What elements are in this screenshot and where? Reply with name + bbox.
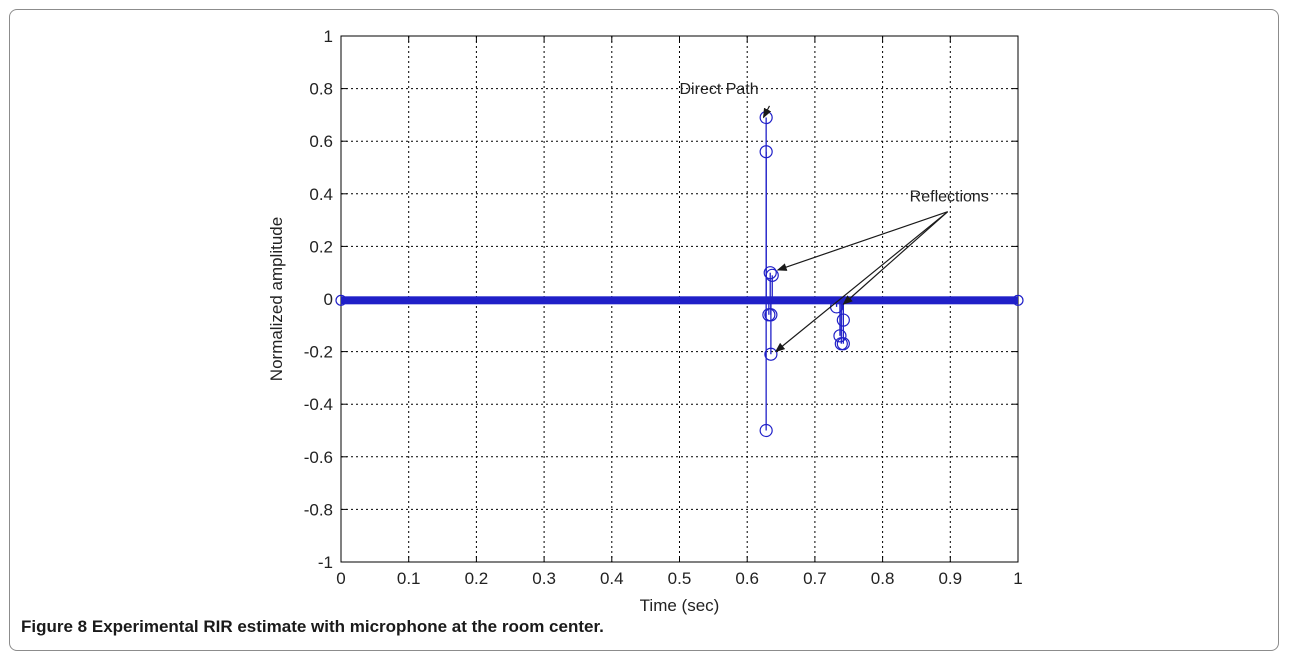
y-tick-label: -0.8 bbox=[304, 500, 333, 519]
figure-caption-label: Figure 8 bbox=[21, 617, 88, 636]
x-tick-label: 0.1 bbox=[397, 569, 421, 588]
x-axis-label: Time (sec) bbox=[640, 596, 720, 615]
y-tick-label: -0.6 bbox=[304, 448, 333, 467]
y-tick-label: -0.4 bbox=[304, 395, 333, 414]
annotation-arrow bbox=[842, 211, 949, 305]
y-tick-label: 0.4 bbox=[309, 185, 333, 204]
y-tick-label: 0 bbox=[324, 290, 333, 309]
y-tick-label: 0.2 bbox=[309, 237, 333, 256]
stem-marker bbox=[764, 347, 778, 361]
annotation-arrow bbox=[762, 105, 772, 119]
x-tick-label: 0.4 bbox=[600, 569, 624, 588]
x-tick-label: 0.2 bbox=[465, 569, 489, 588]
stem-marker bbox=[765, 268, 779, 282]
y-tick-label: 0.6 bbox=[309, 132, 333, 151]
stem-marker bbox=[836, 337, 850, 351]
x-tick-label: 0.9 bbox=[938, 569, 962, 588]
axis-ticks: 0 0.1 0.2 0.3 0.4 0.5 0.6 0.7 0.8 0.9 1 -1 -0.8 -0.6 -… bbox=[304, 27, 1023, 588]
y-tick-label: -1 bbox=[318, 553, 333, 572]
stem-marker bbox=[836, 313, 850, 327]
annotation-arrow bbox=[774, 211, 949, 353]
figure-caption-text: Experimental RIR estimate with microphon… bbox=[91, 617, 604, 636]
figure-frame bbox=[9, 9, 1279, 651]
baseline-marker bbox=[1012, 294, 1024, 306]
x-tick-label: 0.3 bbox=[532, 569, 556, 588]
direct-path-annotation: Direct Path bbox=[680, 81, 759, 98]
figure-caption: Figure 8 Experimental RIR estimate with … bbox=[21, 617, 604, 637]
y-tick-label: 1 bbox=[324, 27, 333, 46]
x-tick-label: 0.7 bbox=[803, 569, 827, 588]
stem-marker bbox=[833, 329, 847, 343]
y-axis-label: Normalized amplitude bbox=[267, 217, 286, 381]
x-tick-label: 1 bbox=[1013, 569, 1022, 588]
y-tick-label: 0.8 bbox=[309, 80, 333, 99]
stem-marker bbox=[759, 423, 773, 438]
annotations: Direct Path Reflections bbox=[680, 81, 989, 353]
stems bbox=[759, 110, 850, 438]
y-tick-label: -0.2 bbox=[304, 343, 333, 362]
x-tick-label: 0 bbox=[336, 569, 345, 588]
stem-marker bbox=[759, 145, 773, 159]
x-tick-label: 0.5 bbox=[668, 569, 692, 588]
x-tick-label: 0.8 bbox=[871, 569, 895, 588]
stem-baseline bbox=[335, 294, 1024, 306]
reflections-annotation: Reflections bbox=[910, 189, 989, 206]
stem-marker bbox=[763, 266, 777, 280]
annotation-arrow bbox=[776, 211, 948, 271]
x-tick-label: 0.6 bbox=[735, 569, 759, 588]
baseline-marker bbox=[335, 294, 347, 306]
